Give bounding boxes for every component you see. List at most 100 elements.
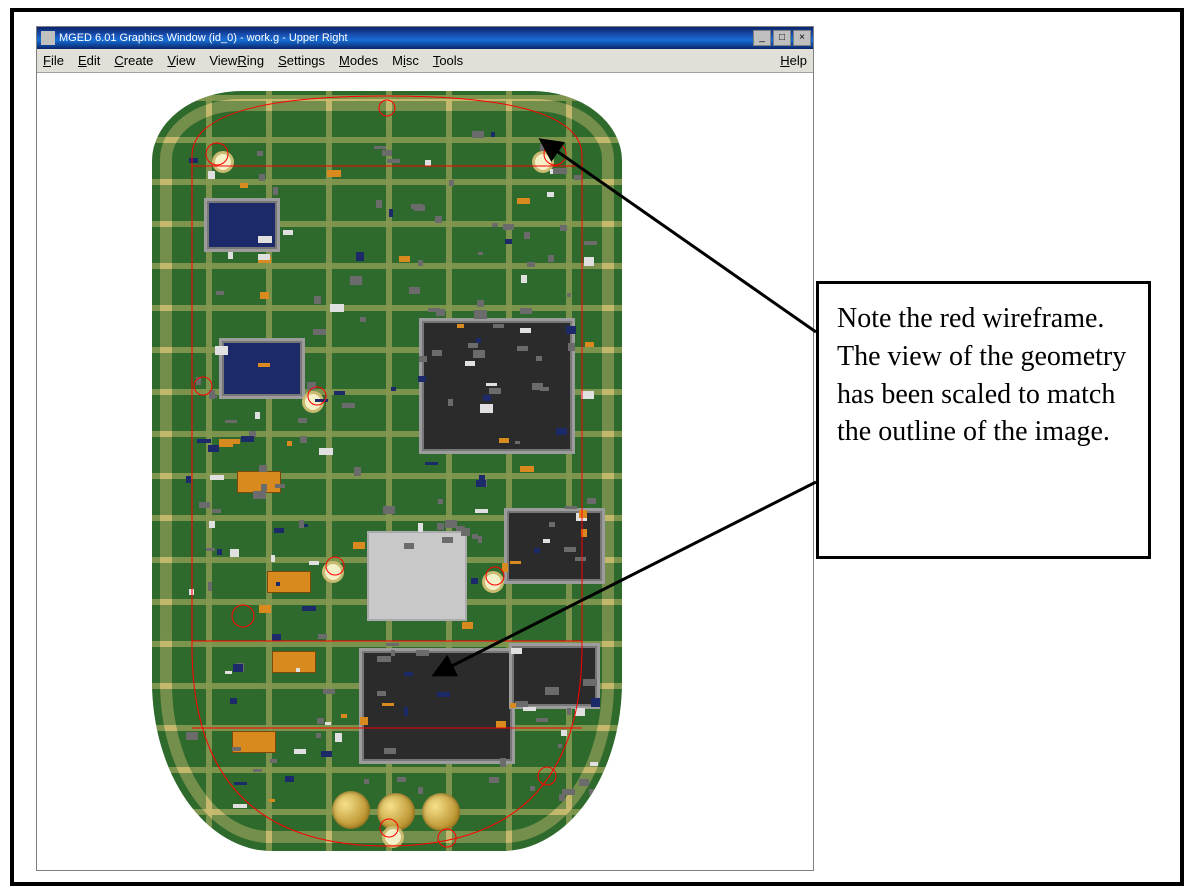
smd-component (589, 789, 599, 795)
smd-component (566, 326, 576, 334)
titlebar[interactable]: MGED 6.01 Graphics Window (id_0) - work.… (37, 27, 813, 49)
ic-chip (512, 646, 597, 706)
smd-component (309, 561, 319, 565)
smd-component (330, 304, 344, 311)
menu-left-group: File Edit Create View ViewRing Settings … (43, 53, 463, 68)
smd-component (232, 747, 241, 751)
smd-component (234, 782, 248, 785)
smd-component (364, 779, 369, 784)
contact-pad (422, 793, 460, 831)
smd-component (273, 187, 278, 195)
smd-component (327, 170, 340, 177)
smd-component (483, 395, 490, 402)
smd-component (524, 232, 529, 239)
menu-misc[interactable]: Misc (392, 53, 419, 68)
smd-component (354, 467, 361, 476)
smd-component (437, 692, 450, 697)
menu-settings[interactable]: Settings (278, 53, 325, 68)
smd-component (584, 257, 595, 266)
menu-file[interactable]: File (43, 53, 64, 68)
smd-component (561, 730, 567, 736)
menu-help[interactable]: Help (780, 53, 807, 68)
smd-component (416, 650, 430, 656)
smd-component (499, 438, 509, 443)
smd-component (215, 346, 228, 355)
smd-component (436, 309, 445, 316)
smd-component (271, 555, 275, 562)
smd-component (399, 256, 410, 262)
menubar: File Edit Create View ViewRing Settings … (37, 49, 813, 73)
smd-component (560, 225, 567, 231)
smd-component (489, 388, 501, 394)
smd-component (272, 634, 281, 641)
smd-component (258, 236, 272, 244)
close-button[interactable]: × (793, 30, 811, 46)
smd-component (318, 634, 327, 639)
smd-component (548, 255, 553, 262)
smd-component (581, 391, 594, 399)
smd-component (350, 276, 362, 285)
capacitor (237, 471, 281, 493)
smd-component (567, 293, 572, 297)
smd-component (382, 703, 395, 706)
via-hole (482, 571, 504, 593)
smd-component (189, 158, 198, 163)
smd-component (225, 420, 237, 423)
smd-component (233, 664, 243, 673)
menu-edit[interactable]: Edit (78, 53, 100, 68)
window-title: MGED 6.01 Graphics Window (id_0) - work.… (59, 32, 753, 44)
smd-component (317, 718, 325, 724)
graphics-canvas[interactable] (37, 73, 813, 870)
smd-component (445, 520, 457, 528)
smd-component (521, 275, 528, 282)
smd-component (377, 691, 387, 696)
smd-component (383, 506, 395, 514)
smd-component (225, 671, 232, 674)
menu-create[interactable]: Create (114, 53, 153, 68)
menu-view[interactable]: View (167, 53, 195, 68)
smd-component (230, 698, 237, 704)
smd-component (411, 204, 423, 209)
smd-component (457, 324, 464, 328)
smd-component (536, 718, 548, 721)
minimize-button[interactable]: _ (753, 30, 771, 46)
smd-component (418, 376, 426, 382)
smd-component (587, 498, 596, 504)
smd-component (307, 382, 316, 391)
smd-component (197, 439, 211, 443)
smd-component (478, 252, 483, 255)
menu-viewring[interactable]: ViewRing (209, 53, 264, 68)
smd-component (520, 308, 532, 313)
smd-component (476, 480, 486, 487)
smd-component (391, 387, 396, 390)
smd-component (564, 547, 576, 551)
pcb-image (152, 91, 622, 851)
ic-chip (362, 651, 512, 761)
smd-component (540, 144, 549, 151)
via-hole (212, 151, 234, 173)
smd-component (503, 224, 514, 230)
smd-component (315, 399, 328, 402)
smd-component (474, 310, 487, 319)
smd-component (389, 209, 393, 217)
smd-component (313, 329, 325, 335)
smd-component (562, 789, 574, 795)
smd-component (206, 548, 215, 551)
smd-component (298, 418, 307, 424)
smd-component (471, 578, 477, 585)
figure-frame: MGED 6.01 Graphics Window (id_0) - work.… (10, 8, 1184, 886)
smd-component (300, 436, 307, 442)
menu-modes[interactable]: Modes (339, 53, 378, 68)
smd-component (334, 391, 345, 396)
ic-chip (422, 321, 572, 451)
smd-component (212, 509, 221, 513)
maximize-button[interactable]: □ (773, 30, 791, 46)
menu-tools[interactable]: Tools (433, 53, 463, 68)
smd-component (432, 350, 441, 356)
smd-component (523, 707, 536, 710)
smd-component (258, 254, 270, 261)
smd-component (314, 296, 321, 304)
smd-component (374, 146, 386, 149)
smd-component (391, 650, 395, 657)
smd-component (517, 198, 530, 205)
